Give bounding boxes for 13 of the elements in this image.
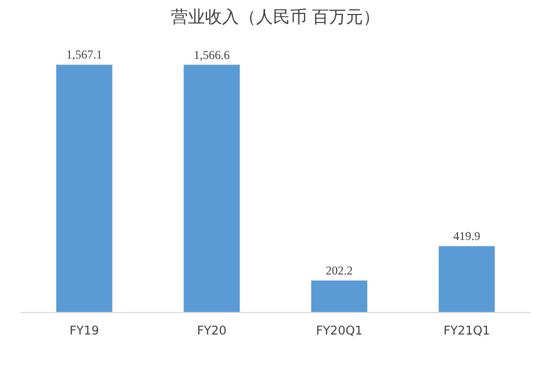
x-tick-label: FY20 <box>197 324 227 338</box>
bar <box>184 64 240 312</box>
data-label: 1,567.1 <box>66 48 102 62</box>
bar <box>311 280 368 312</box>
data-label: 202.2 <box>326 264 353 278</box>
bar <box>438 246 495 312</box>
x-tick-label: FY19 <box>70 324 100 338</box>
bar <box>56 64 112 312</box>
data-label: 1,566.6 <box>194 48 230 62</box>
data-label: 419.9 <box>453 229 480 244</box>
x-tick-label: FY21Q1 <box>443 324 490 338</box>
x-tick-label: FY20Q1 <box>316 324 363 338</box>
chart-title: 营业收入（人民币 百万元） <box>170 8 380 28</box>
